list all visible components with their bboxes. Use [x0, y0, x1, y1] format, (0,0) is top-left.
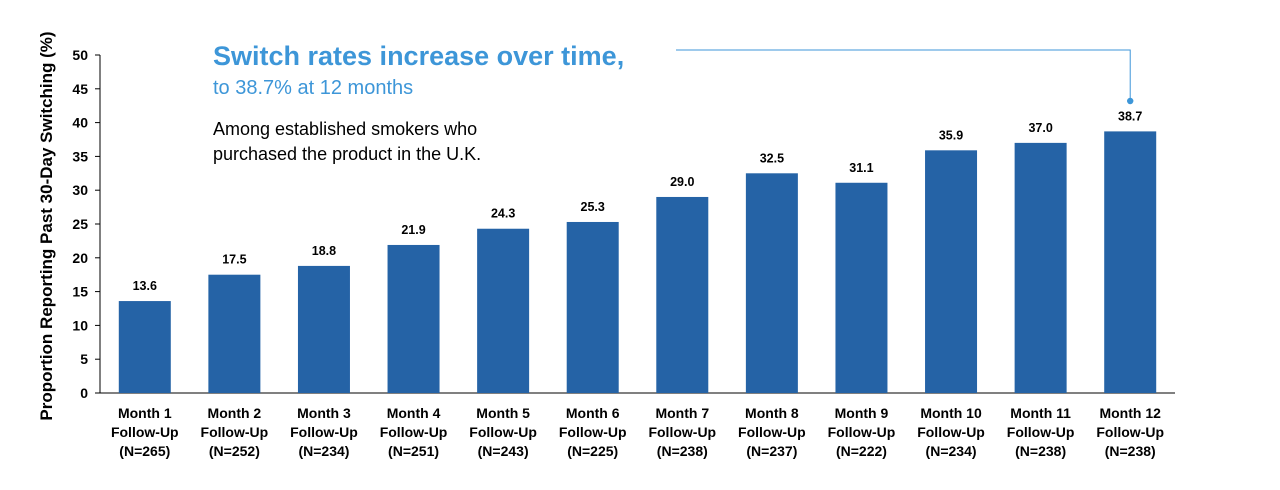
x-tick-label: (N=238) — [1105, 443, 1156, 459]
y-tick-label: 20 — [72, 250, 88, 266]
bar — [835, 182, 888, 393]
bar — [297, 265, 350, 393]
x-tick-label: Follow-Up — [828, 424, 896, 440]
y-tick-label: 45 — [72, 81, 88, 97]
bars-group: 13.6 17.5 18.8 21.9 24.3 25.3 29.0 32.5 31.1 35.9… — [118, 109, 1157, 393]
x-tick-label: Follow-Up — [469, 424, 537, 440]
callout-connector — [676, 49, 1134, 105]
bar — [745, 173, 798, 393]
data-label: 18.8 — [312, 244, 336, 258]
bar — [925, 150, 978, 393]
bar — [1014, 142, 1067, 393]
x-tick-label: Month 9 — [835, 405, 889, 421]
x-tick-label: Month 2 — [208, 405, 262, 421]
x-tick-label: Follow-Up — [290, 424, 358, 440]
y-tick-label: 10 — [72, 317, 88, 333]
x-tick-label: Follow-Up — [738, 424, 806, 440]
x-tick-label: (N=222) — [836, 443, 887, 459]
y-axis-label: Proportion Reporting Past 30-Day Switchi… — [37, 31, 56, 420]
x-tick-label: (N=252) — [209, 443, 260, 459]
x-tick-label: Follow-Up — [380, 424, 448, 440]
annotation-subheadline: to 38.7% at 12 months — [213, 77, 413, 99]
data-label: 29.0 — [670, 175, 694, 189]
y-tick-label: 35 — [72, 148, 88, 164]
y-tick-label: 25 — [72, 216, 88, 232]
annotation-note-line-1: Among established smokers who — [213, 119, 477, 139]
x-tick-label: Follow-Up — [648, 424, 716, 440]
x-tick-label: Month 11 — [1010, 405, 1071, 421]
x-tick-label: Month 5 — [476, 405, 530, 421]
y-tick-label: 0 — [80, 385, 88, 401]
data-label: 38.7 — [1118, 109, 1142, 123]
data-label: 35.9 — [939, 128, 963, 142]
x-tick-label: Follow-Up — [1096, 424, 1164, 440]
bar — [387, 244, 440, 393]
x-tick-label: Month 7 — [655, 405, 709, 421]
x-tick-label: (N=265) — [119, 443, 170, 459]
annotation-headline: Switch rates increase over time, — [213, 41, 624, 71]
data-label: 21.9 — [401, 223, 425, 237]
y-tick-label: 30 — [72, 182, 88, 198]
data-label: 24.3 — [491, 207, 515, 221]
x-tick-label: Month 10 — [920, 405, 982, 421]
y-axis: 0 5 10 15 20 25 30 35 40 45 50 — [72, 47, 1175, 401]
x-tick-label: Follow-Up — [201, 424, 269, 440]
data-label: 37.0 — [1028, 121, 1052, 135]
data-label: 25.3 — [581, 200, 605, 214]
x-tick-label: Month 3 — [297, 405, 351, 421]
data-label: 31.1 — [849, 161, 873, 175]
x-tick-label: Follow-Up — [111, 424, 179, 440]
y-tick-label: 15 — [72, 284, 88, 300]
x-tick-label: (N=238) — [1015, 443, 1066, 459]
x-tick-label: Follow-Up — [1007, 424, 1075, 440]
bar — [118, 301, 171, 393]
x-tick-label: (N=243) — [478, 443, 529, 459]
bar — [208, 274, 261, 393]
y-tick-label: 40 — [72, 115, 88, 131]
bar — [656, 196, 709, 393]
bar — [477, 228, 530, 393]
data-label: 17.5 — [222, 253, 246, 267]
x-tick-label: (N=237) — [746, 443, 797, 459]
y-tick-label: 50 — [72, 47, 88, 63]
data-label: 32.5 — [760, 151, 784, 165]
x-tick-label: Month 12 — [1099, 405, 1161, 421]
x-tick-label: Month 4 — [387, 405, 441, 421]
x-tick-label: (N=238) — [657, 443, 708, 459]
x-tick-label: (N=251) — [388, 443, 439, 459]
x-tick-label: Month 8 — [745, 405, 799, 421]
bar — [566, 221, 619, 393]
callout-line — [676, 49, 1131, 98]
x-tick-label: Month 6 — [566, 405, 620, 421]
x-tick-label: (N=225) — [567, 443, 618, 459]
x-tick-label: Follow-Up — [917, 424, 985, 440]
x-tick-label: Follow-Up — [559, 424, 627, 440]
x-tick-label: (N=234) — [298, 443, 349, 459]
bar — [1104, 131, 1157, 393]
annotation-note-line-2: purchased the product in the U.K. — [213, 144, 481, 164]
x-tick-label: Month 1 — [118, 405, 172, 421]
x-tick-label: (N=234) — [926, 443, 977, 459]
data-label: 13.6 — [133, 279, 157, 293]
x-axis-labels: Month 1 Follow-Up (N=265) Month 2 Follow-Up (… — [111, 405, 1164, 459]
annotation: Switch rates increase over time, to 38.7… — [213, 41, 1134, 164]
callout-dot — [1127, 97, 1134, 105]
y-tick-label: 5 — [80, 351, 88, 367]
